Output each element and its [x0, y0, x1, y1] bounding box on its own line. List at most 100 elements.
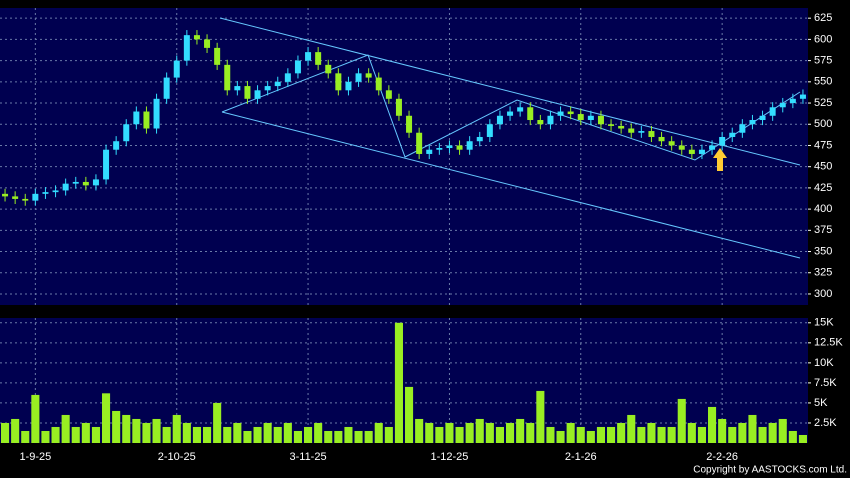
volume-bar	[748, 414, 757, 443]
y-tick-label: 450	[814, 161, 832, 173]
candle-body	[153, 98, 160, 129]
candle-body	[426, 149, 433, 154]
volume-bar	[233, 422, 242, 443]
volume-bar	[304, 426, 313, 443]
candle-body	[193, 35, 200, 40]
volume-bar	[142, 422, 151, 443]
volume-bar	[51, 426, 60, 443]
candle-body	[284, 73, 291, 82]
volume-bar	[536, 390, 545, 443]
volume-bar	[516, 418, 525, 443]
volume-bar	[405, 386, 414, 443]
volume-bar	[61, 414, 70, 443]
volume-bar	[394, 322, 403, 443]
volume-bar	[122, 414, 131, 443]
candle-body	[698, 149, 705, 154]
volume-bar	[293, 430, 302, 443]
volume-bar	[465, 422, 474, 443]
candle-body	[62, 183, 69, 191]
volume-bar	[617, 422, 626, 443]
candle-body	[416, 132, 423, 154]
candle-body	[264, 86, 271, 91]
candle-body	[709, 145, 716, 150]
x-tick-label: 1-12-25	[430, 451, 468, 463]
candle-body	[355, 73, 362, 82]
arrow	[713, 148, 727, 171]
volume-bar	[374, 422, 383, 443]
y-tick-label: 550	[814, 76, 832, 88]
volume-bar	[263, 422, 272, 443]
candle-body	[668, 141, 675, 146]
volume-bar	[758, 426, 767, 443]
volume-bar	[152, 418, 161, 443]
candle-body	[183, 35, 190, 61]
candle-body	[133, 111, 140, 125]
candle-body	[173, 60, 180, 78]
volume-bar	[718, 418, 727, 443]
volume-bar	[566, 422, 575, 443]
candle-body	[547, 115, 554, 125]
candle-body	[577, 114, 584, 121]
volume-bar	[607, 426, 616, 443]
volume-panel	[0, 318, 808, 443]
candle-body	[719, 136, 726, 146]
volume-bar	[1, 422, 10, 443]
candle-body	[22, 198, 29, 201]
volume-bar	[253, 426, 262, 443]
volume-bar	[81, 422, 90, 443]
volume-bar	[182, 422, 191, 443]
volume-bar	[697, 426, 706, 443]
candle-body	[375, 77, 382, 91]
volume-bar	[172, 414, 181, 443]
candle-body	[163, 77, 170, 99]
volume-bar	[445, 422, 454, 443]
volume-bar	[203, 426, 212, 443]
candle-body	[496, 115, 503, 125]
candle-body	[123, 124, 130, 142]
volume-bar	[738, 422, 747, 443]
volume-bar	[324, 430, 333, 443]
copyright: Copyright by AASTOCKS.com Ltd.	[693, 465, 847, 476]
candle-body	[315, 52, 322, 65]
candle-body	[658, 136, 665, 142]
volume-bar	[708, 406, 717, 443]
y-tick-label: 500	[814, 118, 832, 130]
candle-body	[587, 115, 594, 121]
volume-bar	[425, 422, 434, 443]
candle-body	[648, 131, 655, 137]
y-tick-label: 375	[814, 224, 832, 236]
y-tick-label: 400	[814, 203, 832, 215]
candle-body	[638, 131, 645, 133]
candle-body	[759, 115, 766, 121]
y-tick-label: 12.5K	[814, 337, 843, 349]
candle-body	[113, 141, 120, 150]
x-tick-label: 2-1-26	[565, 451, 597, 463]
candle-body	[214, 47, 221, 65]
volume-bar	[192, 426, 201, 443]
volume-bar	[112, 410, 121, 443]
candle-body	[466, 141, 473, 150]
y-tick-label: 5K	[814, 397, 828, 409]
candle-body	[335, 73, 342, 91]
candle-body	[678, 145, 685, 150]
candle-body	[507, 111, 514, 116]
y-tick-label: 350	[814, 245, 832, 257]
volume-bar	[334, 430, 343, 443]
candle-body	[557, 111, 564, 116]
volume-bar	[162, 426, 171, 443]
x-tick-label: 1-9-25	[19, 451, 51, 463]
y-tick-label: 2.5K	[814, 417, 837, 429]
candle-body	[476, 136, 483, 142]
volume-bar	[657, 426, 666, 443]
volume-bar	[132, 418, 141, 443]
volume-bar	[495, 426, 504, 443]
candle-body	[608, 124, 615, 126]
volume-bar	[344, 426, 353, 443]
candle-body	[92, 179, 99, 186]
volume-bar	[435, 426, 444, 443]
volume-bar	[475, 418, 484, 443]
volume-bar	[354, 430, 363, 443]
candle-body	[32, 193, 39, 201]
volume-bar	[314, 422, 323, 443]
